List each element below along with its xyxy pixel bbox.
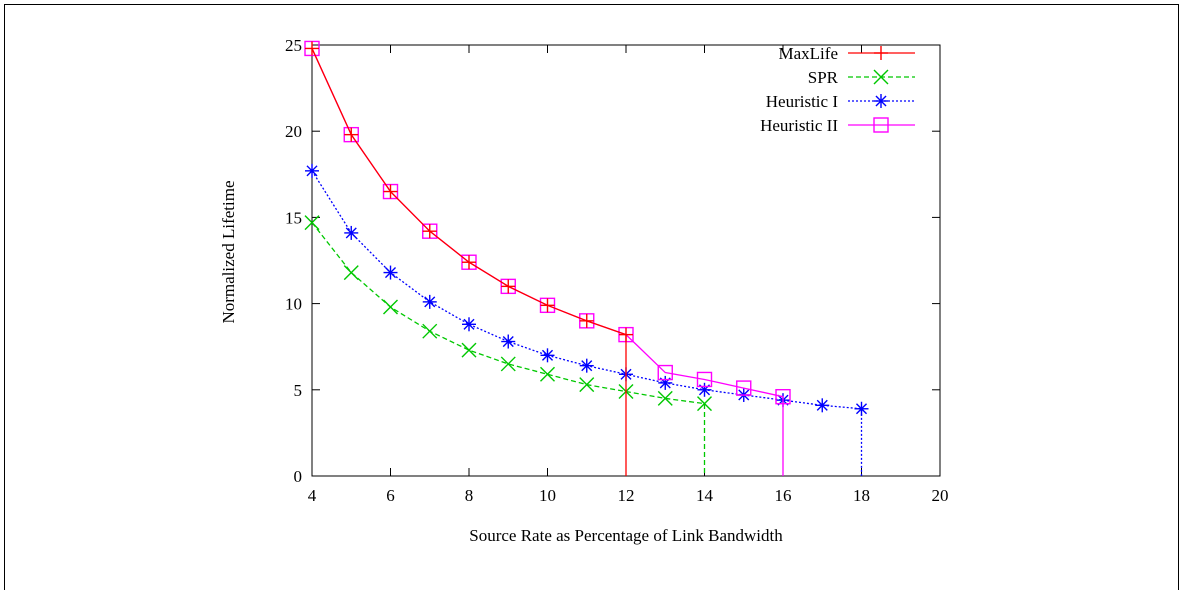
x-tick-label: 16: [775, 486, 792, 505]
series-maxlife: [305, 41, 633, 476]
series-line-maxlife: [311, 48, 627, 476]
data-point-heuristic-i: [344, 225, 359, 240]
data-point-maxlife: [462, 255, 476, 270]
series-line-heuristic-ii: [311, 48, 784, 476]
data-point-heuristic-i: [305, 163, 319, 178]
x-tick-label: 6: [386, 486, 395, 505]
data-point-spr: [422, 323, 438, 339]
x-tick-label: 8: [465, 486, 474, 505]
data-point-maxlife: [579, 313, 594, 328]
y-tick-label: 20: [285, 122, 302, 141]
legend-label: SPR: [808, 68, 839, 87]
series-line-spr: [311, 222, 706, 476]
data-point-heuristic-ii: [736, 380, 752, 396]
data-point-heuristic-i: [697, 382, 712, 397]
data-point-maxlife: [305, 41, 319, 56]
data-point-spr: [657, 390, 673, 406]
y-tick-label: 0: [294, 467, 303, 486]
series-layer: [304, 40, 869, 476]
data-point-heuristic-i: [658, 375, 673, 390]
data-point-maxlife: [344, 127, 359, 142]
data-point-maxlife: [383, 184, 398, 199]
data-point-heuristic-i: [501, 334, 516, 349]
data-point-heuristic-i: [815, 398, 830, 413]
data-point-heuristic-ii: [696, 371, 713, 388]
legend-marker: [873, 69, 889, 85]
data-point-spr: [304, 215, 320, 231]
legend-entry-heuristic-ii: Heuristic II: [760, 116, 915, 135]
x-tick-label: 20: [932, 486, 949, 505]
x-tick-label: 18: [853, 486, 870, 505]
data-point-heuristic-ii: [775, 388, 791, 405]
legend-marker: [874, 94, 888, 108]
data-point-maxlife: [501, 279, 516, 294]
legend-label: MaxLife: [779, 44, 838, 63]
legend-marker: [873, 117, 889, 133]
data-point-heuristic-i: [854, 401, 869, 416]
legend-entry-heuristic-i: Heuristic I: [766, 92, 915, 111]
x-tick-label: 14: [696, 486, 714, 505]
legend-label: Heuristic I: [766, 92, 839, 111]
data-point-spr: [500, 356, 516, 372]
y-tick-label: 10: [285, 295, 302, 314]
x-tick-label: 12: [618, 486, 635, 505]
y-tick-label: 25: [285, 36, 302, 55]
legend: MaxLife SPR Heuristic I Heuristic II: [760, 44, 915, 135]
data-point-spr: [343, 265, 359, 281]
data-point-spr: [540, 366, 555, 382]
legend-entry-spr: SPR: [808, 68, 915, 87]
x-axis-label: Source Rate as Percentage of Link Bandwi…: [469, 526, 783, 545]
data-point-spr: [461, 342, 477, 358]
legend-marker: [874, 46, 888, 60]
legend-entry-maxlife: MaxLife: [779, 44, 915, 63]
series-line-heuristic-i: [311, 170, 863, 476]
data-point-heuristic-i: [422, 294, 437, 309]
data-point-heuristic-i: [579, 358, 594, 373]
data-point-spr: [383, 299, 398, 315]
figure-frame: [4, 4, 1179, 590]
data-point-maxlife: [619, 327, 633, 342]
x-tick-label: 4: [308, 486, 317, 505]
data-point-heuristic-i: [383, 265, 398, 280]
data-point-heuristic-i: [540, 348, 555, 363]
y-tick-label: 15: [285, 208, 302, 227]
y-tick-label: 5: [294, 381, 303, 400]
y-axis-label: Normalized Lifetime: [219, 180, 238, 323]
data-point-heuristic-i: [462, 317, 476, 332]
series-heuristic-ii: [304, 40, 791, 476]
axis-ticks: 4 6 8 10 12 14 16 18 20 0 5 10 15 20 25: [285, 36, 949, 505]
data-point-maxlife: [540, 298, 555, 313]
data-point-spr: [579, 377, 595, 393]
data-point-spr: [697, 396, 712, 412]
data-point-heuristic-ii: [657, 364, 673, 381]
x-tick-label: 10: [539, 486, 556, 505]
legend-label: Heuristic II: [760, 116, 838, 135]
data-point-maxlife: [422, 224, 437, 239]
